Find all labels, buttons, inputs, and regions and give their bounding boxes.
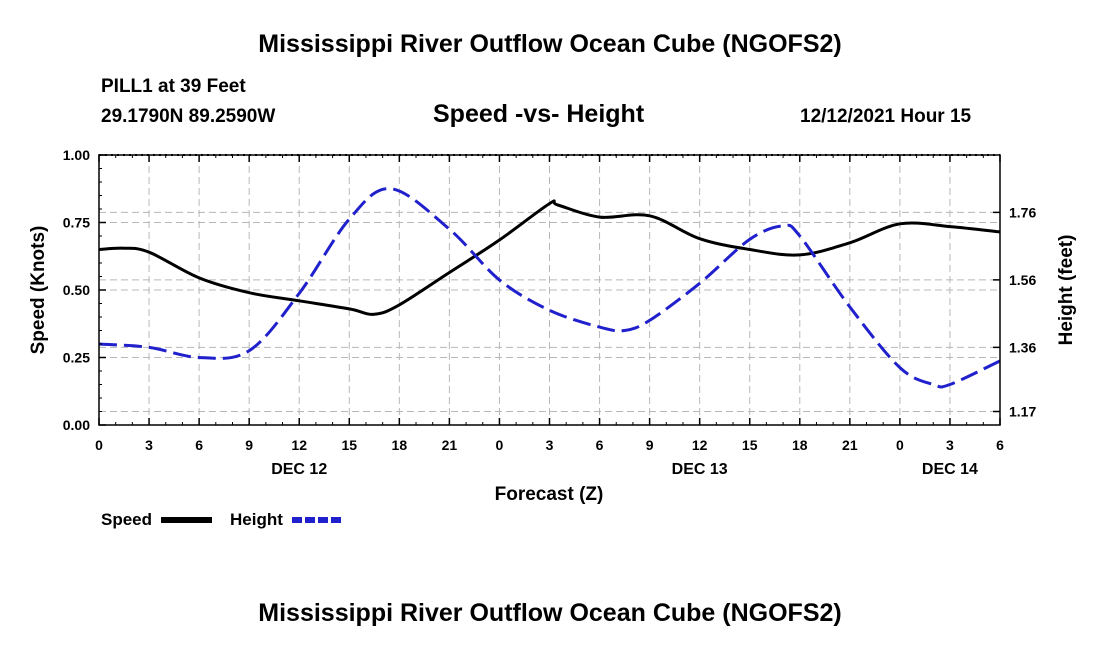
y-tick-label: 0.25 [63,350,90,366]
y2-tick-label: 1.56 [1009,272,1036,288]
x-tick-label: 12 [291,437,307,453]
x-tick-label: 9 [245,437,253,453]
x-tick-label: 3 [546,437,554,453]
x-tick-label: 15 [742,437,758,453]
x-axis-label: Forecast (Z) [495,484,604,505]
y-tick-label: 0.00 [63,417,90,433]
x-tick-label: 3 [145,437,153,453]
x-tick-label: 15 [341,437,357,453]
x-tick-label: 0 [95,437,103,453]
timestamp-label: 12/12/2021 Hour 15 [800,106,972,127]
legend-speed-label: Speed [101,510,152,529]
x-tick-label: 18 [792,437,808,453]
y2-tick-label: 1.36 [1009,339,1036,355]
chart-legend: Speed Height [101,509,361,538]
height-series-line [98,187,1001,389]
y-axis-label: Speed (Knots) [28,226,49,355]
legend-height-label: Height [230,510,283,529]
chart-subtitle: Speed -vs- Height [433,100,645,128]
speed-series-line [98,199,1001,316]
page-title: Mississippi River Outflow Ocean Cube (NG… [258,30,842,58]
x-tick-label: 6 [996,437,1004,453]
x-tick-label: 6 [195,437,203,453]
x-tick-label: 3 [946,437,954,453]
x-tick-label: 21 [842,437,858,453]
x-tick-label: 9 [646,437,654,453]
y2-tick-label: 1.17 [1009,404,1036,420]
y2-axis-label: Height (feet) [1056,235,1077,346]
axis-ticks: 0 3 6 9 12 15 18 21 0 3 6 9 12 15 18 21 0 3 6 DEC 12 DEC 13 D… [63,147,1037,478]
x-tick-label: 6 [596,437,604,453]
x-tick-label: 0 [496,437,504,453]
y-tick-label: 0.75 [63,215,90,231]
speed-height-chart: 0 3 6 9 12 15 18 21 0 3 6 9 12 15 18 21 0 3 6 DEC 12 DEC 13 D… [28,147,1077,505]
y-tick-label: 1.00 [63,147,90,163]
grid-lines [99,155,1000,425]
station-label: PILL1 at 39 Feet [101,76,246,97]
date-label: DEC 12 [271,461,327,478]
x-tick-label: 21 [442,437,458,453]
series-lines [98,187,1001,389]
x-tick-label: 0 [896,437,904,453]
y-tick-label: 0.50 [63,282,90,298]
date-label: DEC 14 [922,461,978,478]
coordinates-label: 29.1790N 89.2590W [101,106,276,127]
x-tick-label: 12 [692,437,708,453]
date-label: DEC 13 [672,461,728,478]
y2-tick-label: 1.76 [1009,204,1036,220]
x-tick-label: 18 [392,437,408,453]
footer-title: Mississippi River Outflow Ocean Cube (NG… [258,599,842,627]
